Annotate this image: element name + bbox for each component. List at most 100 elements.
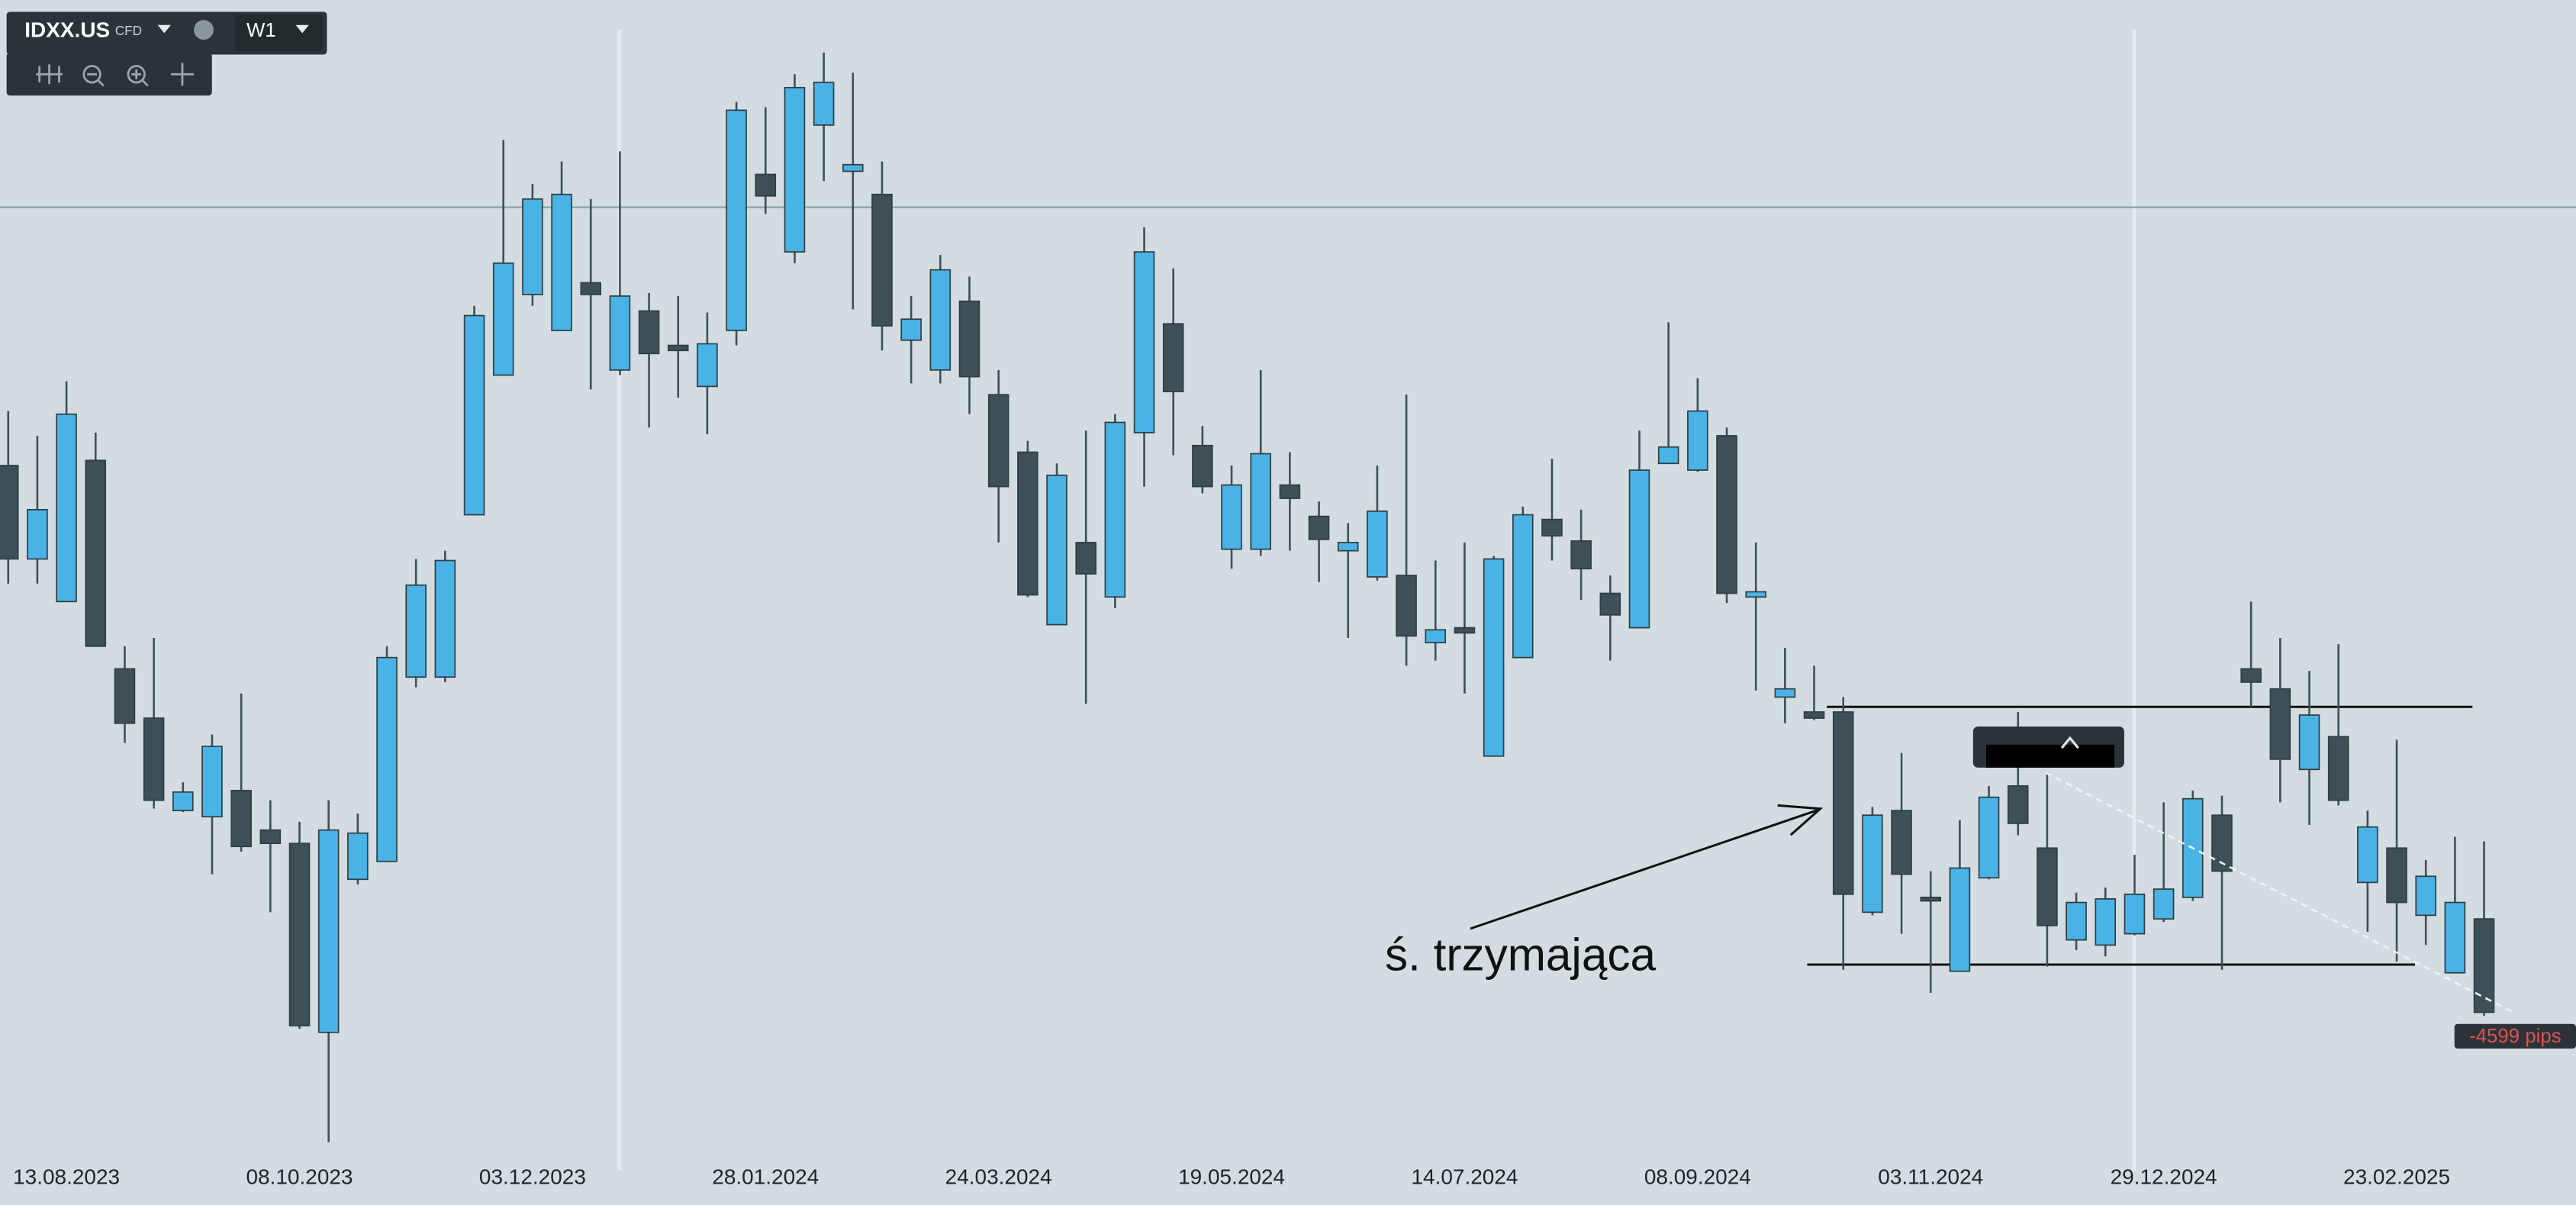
candle-body — [1716, 435, 1737, 594]
candle-body — [2153, 888, 2175, 920]
candle-body — [551, 193, 572, 331]
candle-body — [317, 829, 340, 1033]
candle-body — [813, 82, 835, 126]
tooltip-redaction — [1986, 744, 2114, 768]
x-tick-label: 28.01.2024 — [712, 1165, 819, 1189]
candle-body — [2327, 736, 2349, 801]
candle-body — [376, 656, 398, 862]
candle-body — [1337, 542, 1359, 552]
candle-body — [1133, 251, 1155, 433]
candle-body — [2007, 785, 2029, 824]
candle-body — [929, 269, 952, 371]
candle-body — [2066, 901, 2087, 941]
candle-body — [1803, 711, 1825, 719]
candle-body — [1512, 514, 1534, 659]
candle-body — [1687, 410, 1708, 471]
candle-body — [492, 263, 514, 376]
candle-body — [1862, 814, 1883, 913]
candle-body — [667, 344, 689, 352]
x-tick-label: 08.09.2024 — [1644, 1165, 1751, 1189]
candle-body — [580, 282, 602, 295]
candle-body — [2298, 714, 2320, 771]
zoom-out-button[interactable] — [82, 65, 101, 84]
candle-body — [2124, 893, 2146, 935]
candle-body — [2240, 668, 2262, 683]
candle-body — [1046, 474, 1067, 626]
overlay: ś. trzymająca -4599 pips — [1385, 727, 2576, 1049]
candle-body — [1657, 446, 1679, 465]
candle-body — [1396, 575, 1417, 637]
candle-body — [638, 310, 660, 355]
candle-body — [259, 829, 282, 845]
annotation-text: ś. trzymająca — [1385, 929, 1656, 981]
candle-body — [1308, 515, 1330, 540]
plot-area: 13.08.2023 08.10.2023 03.12.2023 28.01.2024… — [0, 53, 2576, 1189]
candle-body — [609, 295, 631, 371]
x-tick-label: 13.08.2023 — [13, 1165, 120, 1189]
candle-body — [1192, 444, 1213, 488]
x-tick-label: 03.11.2024 — [1878, 1165, 1983, 1189]
candle-body — [405, 584, 427, 678]
candle-body — [1832, 711, 1854, 895]
zoom-in-button[interactable] — [127, 65, 146, 84]
candle-body — [1279, 484, 1301, 499]
indicators-button[interactable] — [36, 64, 63, 85]
candle-body — [784, 86, 806, 253]
candle-body — [114, 668, 136, 724]
candle-body — [1162, 323, 1184, 392]
candle-body — [522, 198, 543, 295]
candle-body — [1628, 469, 1650, 629]
candle-body — [1483, 558, 1505, 757]
x-tick-label: 19.05.2024 — [1178, 1165, 1285, 1189]
candle-body — [697, 343, 718, 388]
candle-body — [1367, 511, 1388, 578]
instrument: CFD — [115, 23, 142, 38]
candle-body — [1774, 688, 1796, 698]
toolbar: IDXX.US CFD W1 — [6, 11, 327, 96]
timeframe-box[interactable] — [234, 14, 322, 52]
candle-body — [172, 791, 194, 811]
timeframe[interactable]: W1 — [246, 20, 276, 41]
x-tick-label: 24.03.2024 — [945, 1165, 1052, 1189]
candle-body — [1221, 484, 1242, 550]
candle-body — [0, 465, 19, 560]
candle-body — [1978, 796, 2000, 879]
candle-body — [2415, 875, 2436, 917]
tooltip-caret[interactable] — [2060, 736, 2079, 749]
candle-body — [871, 193, 893, 327]
candle-body — [1075, 542, 1096, 575]
candle-body — [1541, 518, 1563, 537]
tool-bar — [6, 53, 212, 96]
symbol[interactable]: IDXX.US — [24, 18, 110, 42]
candle-body — [27, 508, 48, 560]
timeframe-dropdown[interactable] — [295, 24, 309, 34]
candle-body — [2357, 826, 2378, 884]
candle-body — [1425, 629, 1447, 643]
candle-body — [1017, 451, 1038, 596]
candle-body — [755, 173, 777, 197]
x-tick-label: 14.07.2024 — [1411, 1165, 1518, 1189]
candle-body — [1920, 896, 1942, 902]
candle-body — [842, 163, 864, 172]
pan-button[interactable] — [170, 63, 195, 86]
info-button[interactable] — [194, 20, 214, 40]
candle-body — [1104, 421, 1126, 598]
candle-body — [85, 459, 107, 647]
candle-body — [1250, 453, 1272, 550]
candle-body — [1570, 540, 1592, 570]
symbol-dropdown[interactable] — [157, 24, 171, 34]
candle-body — [1599, 592, 1621, 616]
arrow-head — [1777, 804, 1824, 836]
candle-body — [900, 318, 922, 341]
candle-body — [2269, 688, 2291, 760]
annotation-arrow — [1470, 809, 1818, 930]
candle-body — [434, 559, 456, 678]
candle-body — [2473, 918, 2495, 1013]
x-tick-label: 03.12.2023 — [479, 1165, 586, 1189]
candle-body — [1454, 627, 1476, 634]
measure-badge — [2454, 1023, 2576, 1049]
candle-body — [347, 832, 369, 881]
